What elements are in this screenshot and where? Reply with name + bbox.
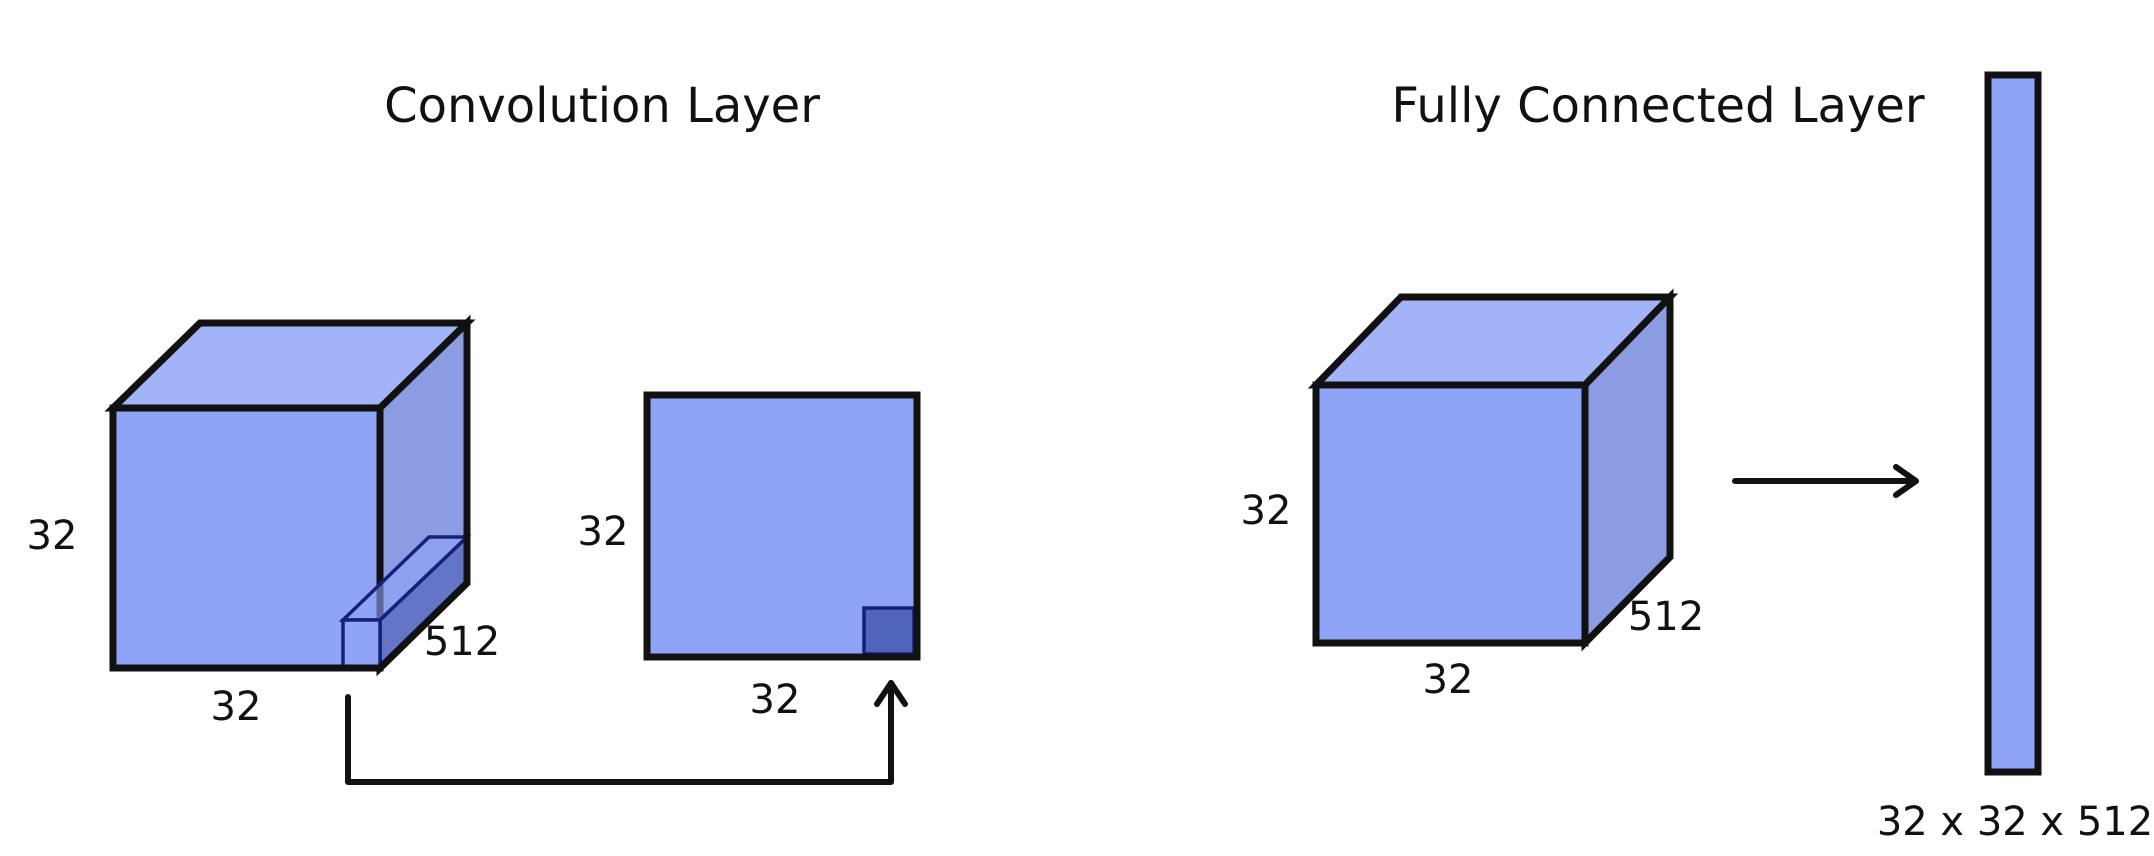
conv-input-cube <box>104 314 476 677</box>
fc-input-cube-front <box>1312 381 1589 647</box>
conv-input-width-label: 32 <box>211 684 262 730</box>
convolution-layer-title: Convolution Layer <box>384 78 820 134</box>
conv-output-cell <box>862 606 916 656</box>
flatten-arrow <box>1732 464 1919 498</box>
conv-input-cube-outline <box>113 323 471 672</box>
conv-output-width-label: 32 <box>750 677 801 723</box>
conv-input-cube-front <box>109 404 384 672</box>
conv-mapping-arrow <box>345 680 908 785</box>
flatten-arrowhead <box>1893 464 1919 498</box>
fc-input-depth-label: 512 <box>1628 594 1704 640</box>
fc-flattened-vector <box>1984 71 2042 776</box>
conv-input-depth-label: 512 <box>424 619 500 665</box>
conv-mapping-arrowhead <box>874 680 908 707</box>
conv-kernel-prism-front <box>341 618 382 670</box>
fc-input-cube <box>1307 288 1679 652</box>
conv-input-height-label: 32 <box>27 513 78 559</box>
conv-output-height-label: 32 <box>578 509 629 555</box>
fc-input-height-label: 32 <box>1241 488 1292 534</box>
fc-input-width-label: 32 <box>1423 657 1474 703</box>
fully-connected-layer-title: Fully Connected Layer <box>1391 78 1925 134</box>
fc-vector-size-label: 32 x 32 x 512 <box>1877 799 2153 845</box>
conv-output-map <box>643 391 921 661</box>
